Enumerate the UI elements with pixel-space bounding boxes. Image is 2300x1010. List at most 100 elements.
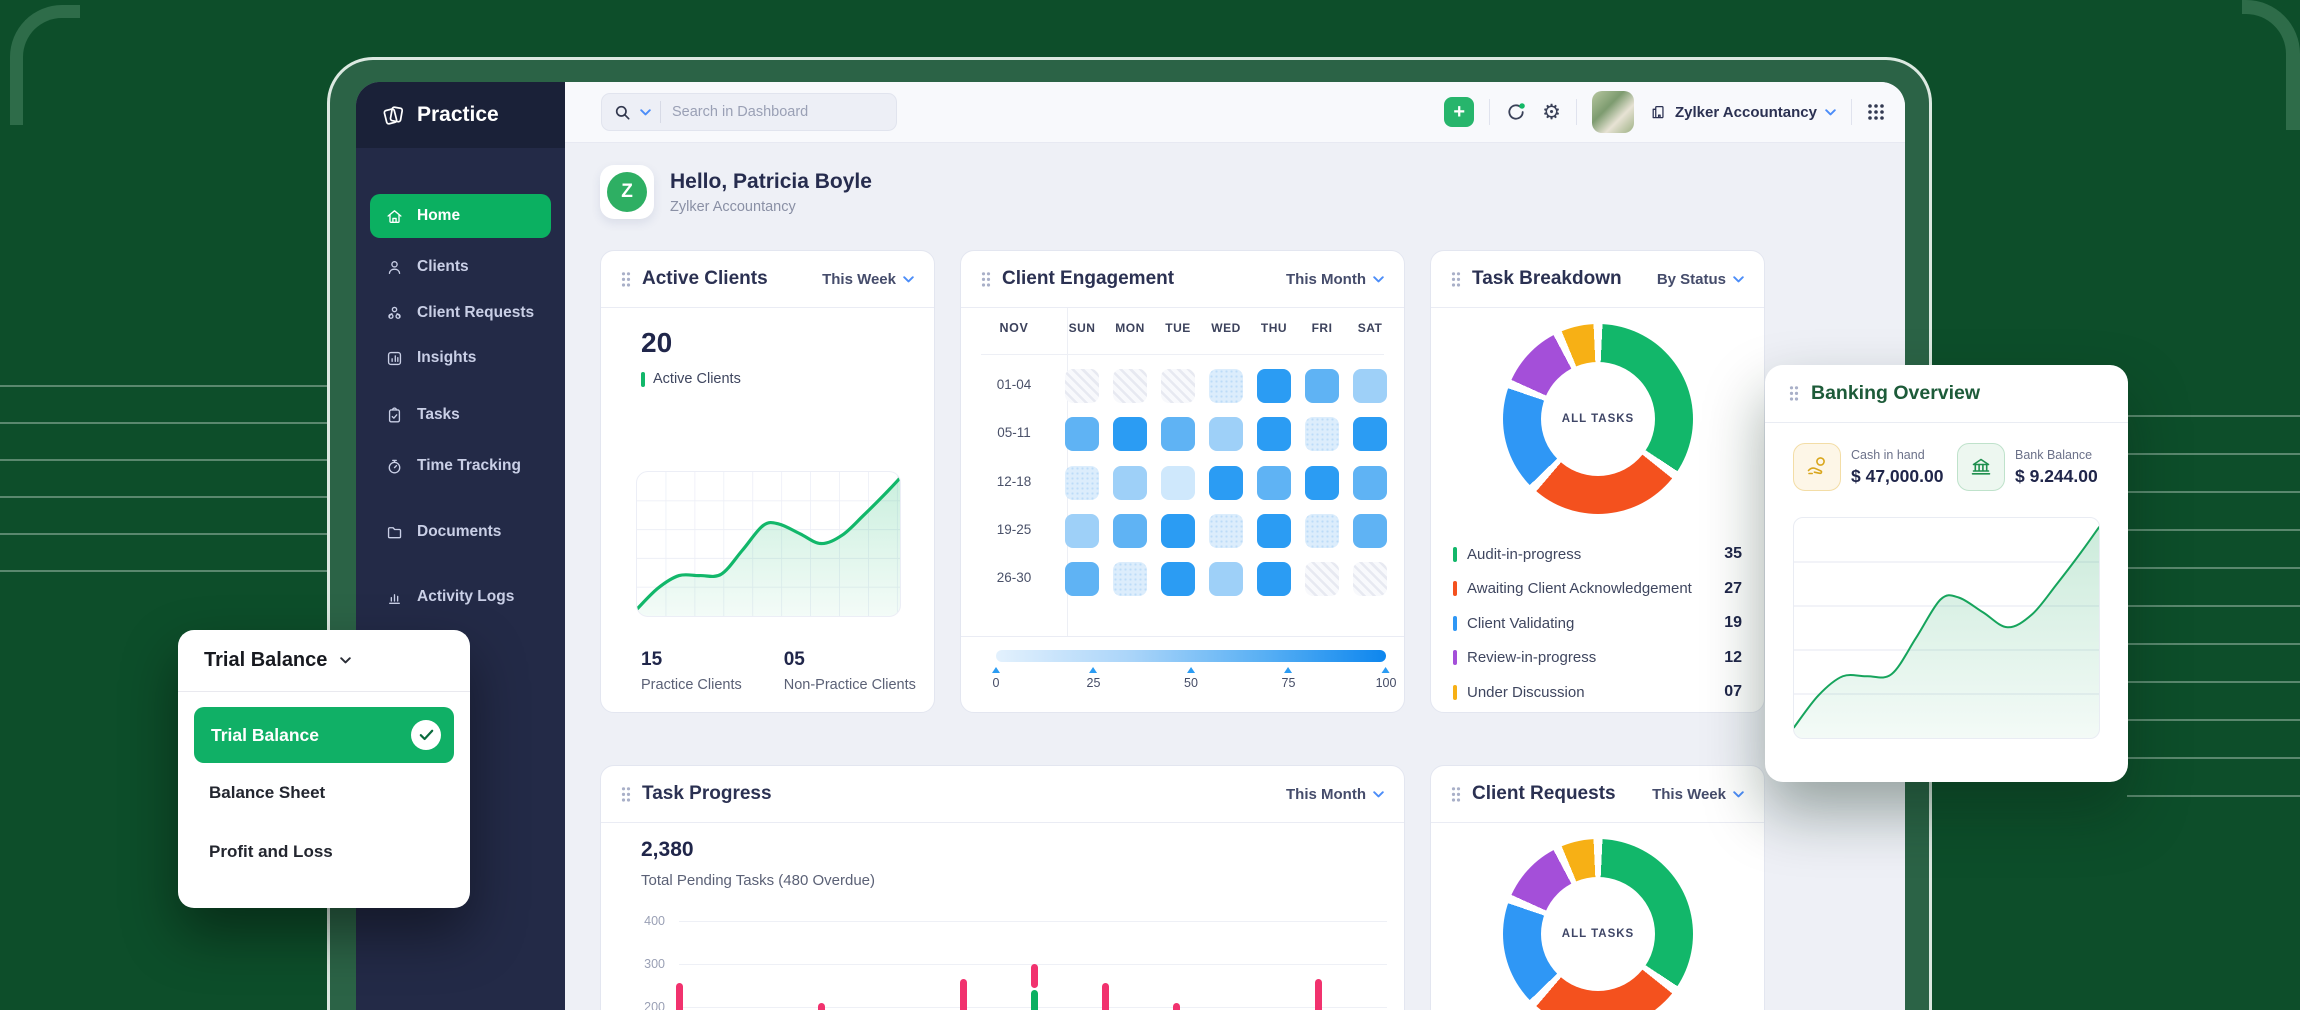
heatmap-cell (1257, 417, 1291, 452)
heatmap-scale-tick: 100 (1376, 667, 1396, 690)
report-option-profit-and-loss[interactable]: Profit and Loss (209, 841, 333, 861)
report-dropdown-header[interactable]: Trial Balance (178, 630, 470, 692)
scale-marker-icon (1284, 667, 1293, 673)
drag-handle-icon[interactable] (1451, 786, 1461, 803)
report-option-label: Trial Balance (211, 724, 319, 745)
heatmap-cell (1305, 465, 1339, 500)
gear-icon[interactable]: ⚙ (1542, 100, 1561, 124)
insights-icon (387, 351, 402, 365)
heatmap-cell (1161, 417, 1195, 452)
topbar-divider (1851, 99, 1852, 125)
sidebar-item-client-requests[interactable]: Client Requests (370, 291, 551, 335)
task-bar (1173, 1002, 1180, 1010)
decorative-lines-right (2127, 415, 2300, 799)
sidebar-item-label: Home (417, 207, 461, 224)
app-logo[interactable]: Practice (356, 82, 565, 148)
heatmap-cell (1209, 417, 1243, 452)
sync-icon[interactable] (1505, 101, 1527, 123)
stat-non-practice-clients: 05 Non-Practice Clients (783, 649, 916, 693)
cash-in-hand-icon (1793, 443, 1841, 491)
filter-dropdown[interactable]: This Week (822, 271, 914, 288)
heatmap-scale-divider (961, 636, 1404, 637)
people-icon (388, 306, 401, 319)
report-option-balance-sheet[interactable]: Balance Sheet (209, 782, 326, 802)
sidebar-item-label: Time Tracking (417, 457, 521, 474)
legend-row-audit-in-progress: Audit-in-progress 35 (1453, 537, 1742, 572)
heatmap-cell (1161, 562, 1195, 597)
sidebar-item-time-tracking[interactable]: Time Tracking (370, 444, 551, 488)
org-name: Zylker Accountancy (1675, 103, 1817, 121)
heatmap-day-label: TUE (1165, 321, 1191, 335)
filter-dropdown[interactable]: This Week (1652, 786, 1744, 803)
card-title: Client Requests (1472, 783, 1616, 804)
greeting-title: Hello, Patricia Boyle (670, 169, 872, 193)
legend-label: Review-in-progress (1467, 649, 1597, 667)
y-axis-gridline (679, 921, 1387, 922)
sidebar-item-label: Tasks (417, 406, 460, 423)
search-scope-chevron-icon[interactable] (640, 108, 651, 116)
heatmap-cell (1257, 369, 1291, 403)
sidebar-item-label: Documents (417, 523, 502, 540)
report-dropdown-options: Trial Balance Balance Sheet Profit and Los… (178, 707, 470, 881)
filter-dropdown[interactable]: This Month (1286, 271, 1384, 288)
heatmap-scale-gradient (996, 650, 1386, 662)
organization-icon (1652, 105, 1664, 119)
heatmap-cell (1257, 562, 1291, 597)
add-new-button[interactable]: + (1444, 97, 1475, 127)
drag-handle-icon[interactable] (1789, 385, 1799, 402)
search-box[interactable] (601, 93, 897, 131)
y-axis-tick-label: 200 (644, 1000, 665, 1010)
task-bar (676, 983, 683, 1010)
scale-marker-icon (1187, 667, 1195, 673)
task-bar (960, 979, 967, 1010)
sidebar-item-insights[interactable]: Insights (370, 336, 551, 380)
chevron-down-icon (1733, 790, 1744, 798)
search-input[interactable] (670, 103, 860, 121)
heatmap-cell (1257, 465, 1291, 500)
sidebar-item-home[interactable]: Home (370, 194, 551, 238)
legend-label: Under Discussion (1467, 683, 1585, 701)
person-icon (388, 260, 401, 274)
legend-label: Awaiting Client Acknowledgement (1467, 580, 1692, 598)
y-axis-tick-label: 400 (644, 914, 665, 928)
report-option-trial-balance[interactable]: Trial Balance (194, 707, 454, 763)
sidebar-item-tasks[interactable]: Tasks (370, 393, 551, 437)
sidebar-item-documents[interactable]: Documents (370, 510, 551, 554)
drag-handle-icon[interactable] (981, 271, 991, 288)
drag-handle-icon[interactable] (1451, 271, 1461, 288)
legend-value: 35 (1724, 545, 1742, 563)
app-window: Practice Home Clients Client Requests Insig… (356, 82, 1905, 1010)
user-avatar[interactable] (1592, 91, 1634, 133)
legend-row-client-validating: Client Validating 19 (1453, 606, 1742, 641)
chevron-down-icon (1825, 108, 1836, 116)
card-title: Task Breakdown (1472, 268, 1622, 289)
heatmap-cell (1353, 417, 1387, 452)
search-divider (660, 101, 661, 123)
app-logo-text: Practice (417, 103, 499, 126)
active-clients-value-label: Active Clients (641, 371, 741, 387)
scale-marker-icon (1089, 667, 1098, 673)
drag-handle-icon[interactable] (621, 271, 631, 288)
apps-grid-icon[interactable] (1867, 103, 1885, 121)
sidebar-item-label: Insights (417, 349, 477, 366)
home-icon (387, 209, 402, 223)
sidebar-item-activity-logs[interactable]: Activity Logs (370, 575, 551, 619)
legend-marker (1453, 615, 1457, 631)
task-bar (1102, 983, 1109, 1010)
filter-dropdown[interactable]: This Month (1286, 786, 1384, 803)
heatmap-scale-tick: 75 (1282, 667, 1295, 690)
heatmap-cell (1257, 513, 1291, 548)
filter-dropdown[interactable]: By Status (1657, 271, 1744, 288)
active-clients-trend-chart (636, 471, 901, 617)
heatmap-cell (1353, 513, 1387, 548)
dashboard-main: Z Hello, Patricia Boyle Zylker Accountan… (565, 143, 1905, 1010)
legend-label: Client Validating (1467, 614, 1575, 632)
heatmap-day-label: SUN (1068, 321, 1096, 335)
drag-handle-icon[interactable] (621, 786, 631, 803)
card-title: Active Clients (642, 268, 768, 289)
legend-value: 12 (1724, 648, 1742, 666)
org-switcher[interactable]: Zylker Accountancy (1649, 103, 1836, 121)
card-title: Client Engagement (1002, 268, 1175, 289)
sidebar-item-clients[interactable]: Clients (370, 245, 551, 289)
heatmap-cell (1209, 369, 1243, 403)
